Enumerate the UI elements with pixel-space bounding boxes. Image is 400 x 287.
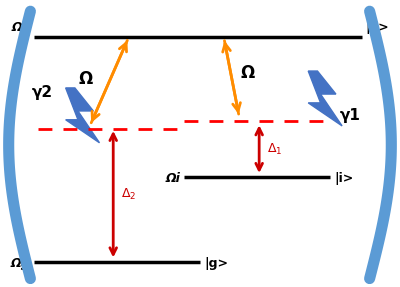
Text: γ1: γ1	[340, 108, 360, 123]
Text: |e>: |e>	[366, 21, 389, 34]
Text: |i>: |i>	[334, 172, 353, 185]
Text: Ω: Ω	[240, 64, 254, 82]
Text: γ2: γ2	[32, 85, 53, 100]
Text: $\Delta_1$: $\Delta_1$	[267, 141, 282, 157]
Text: $\Delta_2$: $\Delta_2$	[121, 187, 136, 202]
Polygon shape	[308, 71, 342, 126]
Text: Ωe: Ωe	[11, 21, 30, 34]
Text: Ω: Ω	[78, 70, 93, 88]
Polygon shape	[66, 88, 100, 143]
Text: Ωg: Ωg	[11, 257, 30, 269]
Text: Ωi: Ωi	[166, 172, 180, 185]
Text: |g>: |g>	[204, 257, 228, 269]
